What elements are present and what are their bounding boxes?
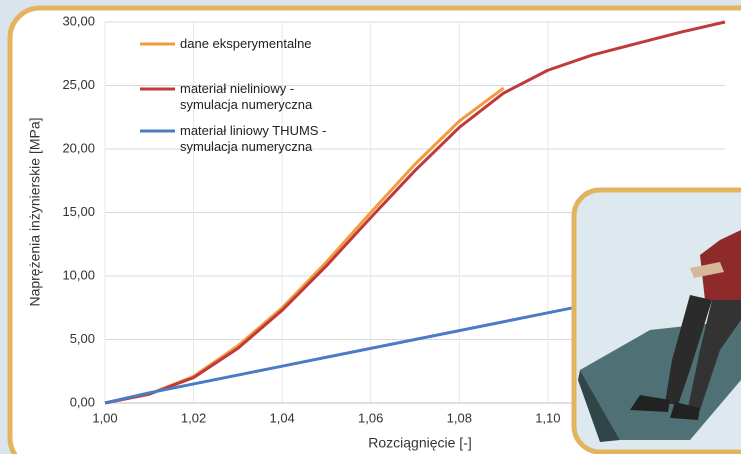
inset-image — [574, 190, 741, 452]
x-tick-label: 1,00 — [92, 410, 117, 425]
x-tick-label: 1,06 — [358, 410, 383, 425]
y-tick-label: 15,00 — [62, 204, 95, 219]
x-tick-label: 1,02 — [181, 410, 206, 425]
x-tick-label: 1,04 — [269, 410, 294, 425]
y-tick-label: 5,00 — [70, 331, 95, 346]
y-tick-label: 30,00 — [62, 13, 95, 28]
chart: 0,00 5,00 10,00 15,00 20,00 25,00 30,00 1,00 1,0… — [0, 0, 741, 454]
y-tick-label: 25,00 — [62, 77, 95, 92]
legend-label: dane eksperymentalne — [180, 36, 312, 52]
legend-label: materiał nieliniowy - symulacja numerycz… — [180, 81, 312, 113]
legend-label: materiał liniowy THUMS - symulacja numer… — [180, 123, 326, 155]
x-axis-title: Rozciągnięcie [-] — [368, 435, 472, 451]
x-tick-label: 1,08 — [447, 410, 472, 425]
y-tick-label: 10,00 — [62, 267, 95, 282]
page: 0,00 5,00 10,00 15,00 20,00 25,00 30,00 1,00 1,0… — [0, 0, 741, 454]
y-tick-label: 20,00 — [62, 140, 95, 155]
y-tick-label: 0,00 — [70, 394, 95, 409]
y-axis-title: Naprężenia inżynierskie [MPa] — [27, 117, 43, 306]
x-tick-label: 1,10 — [535, 410, 560, 425]
